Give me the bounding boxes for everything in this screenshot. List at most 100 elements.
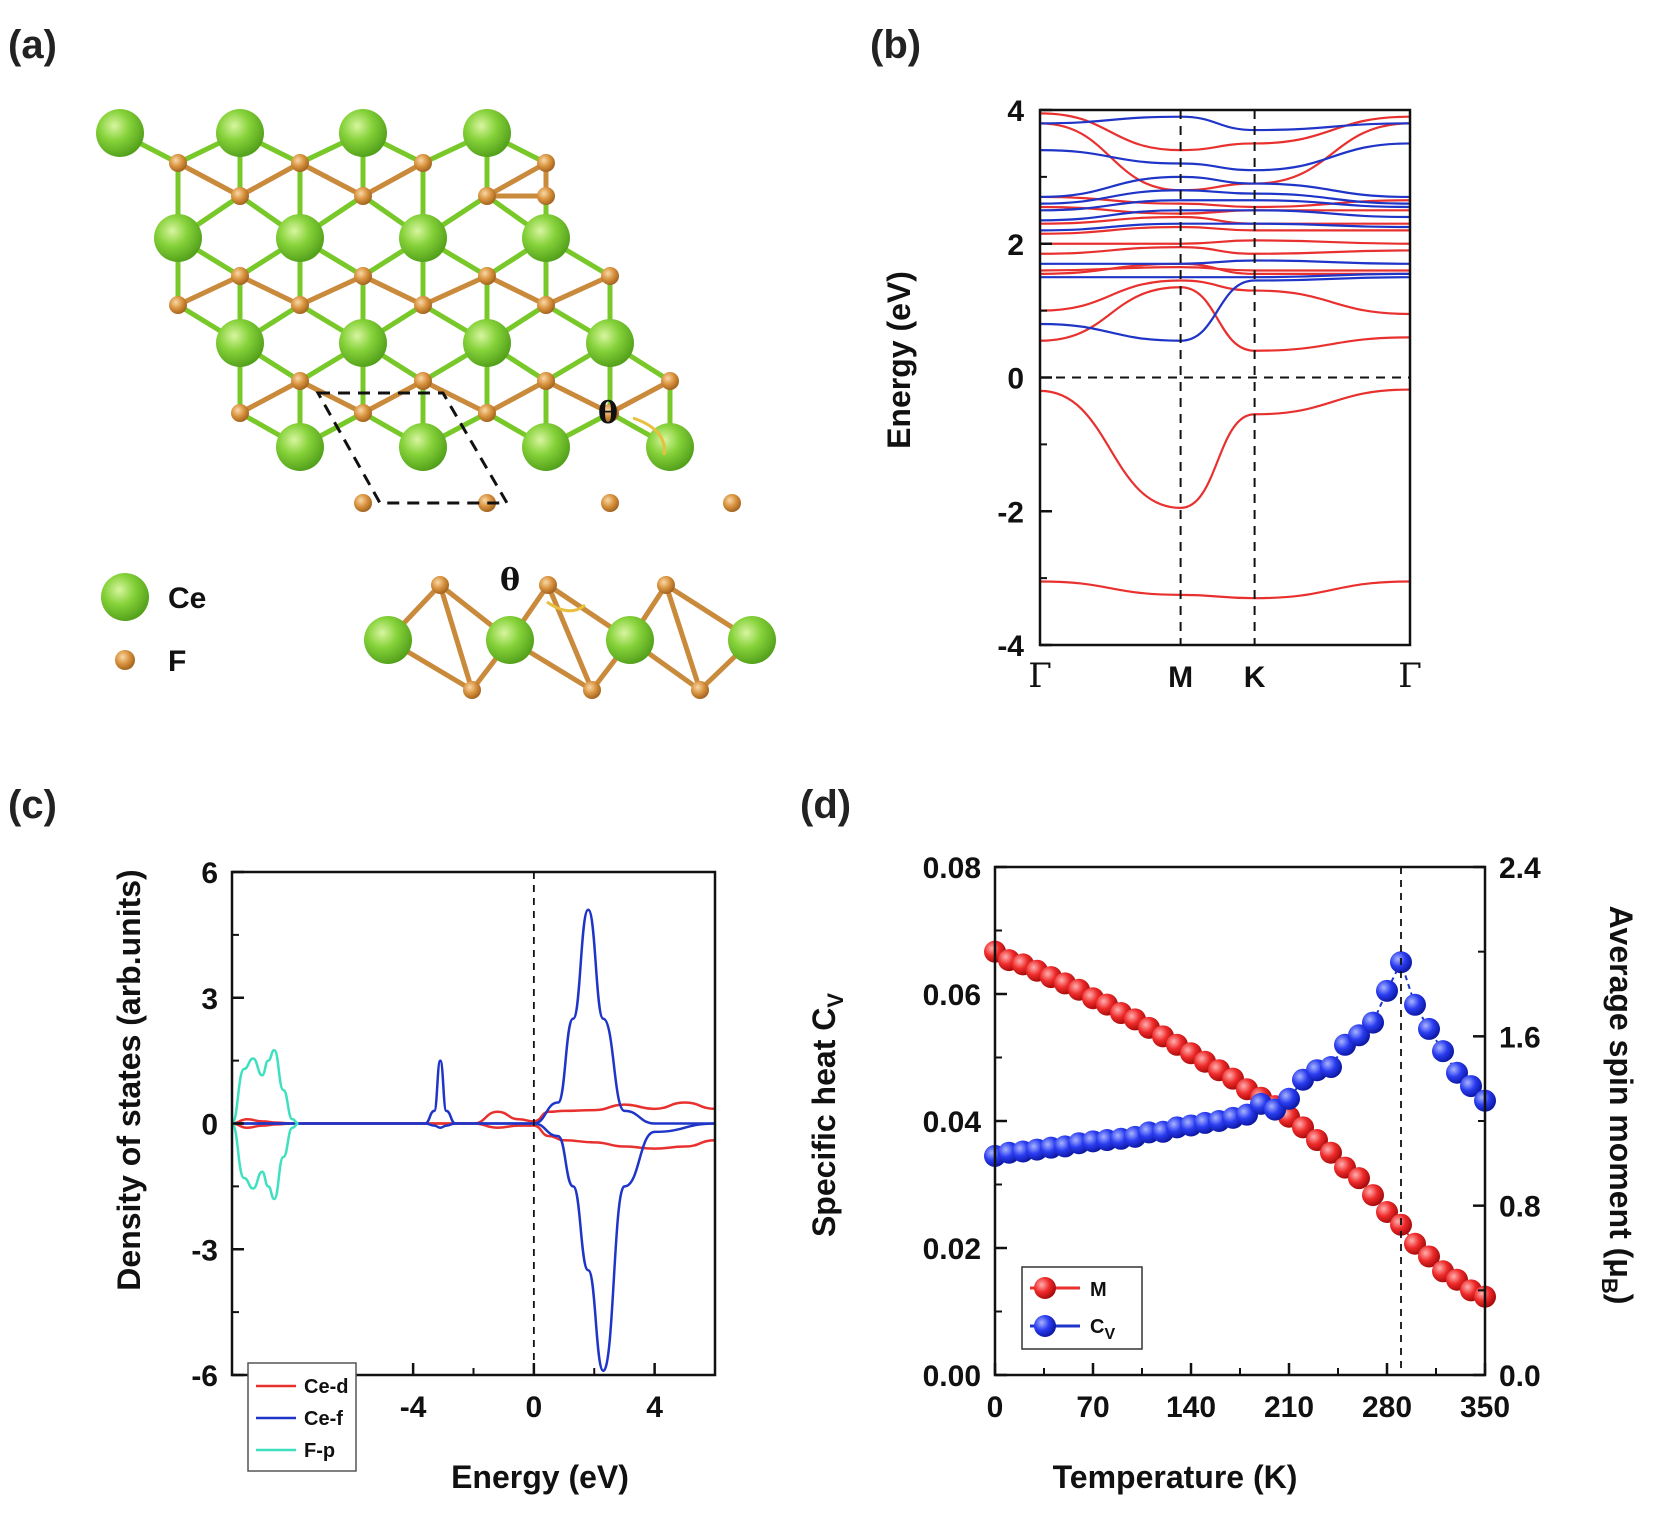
point-m	[1362, 1184, 1384, 1207]
side-f-atom	[691, 681, 709, 699]
band-line-19	[1040, 199, 1410, 212]
dos-axes: 630-3-6-8-404	[191, 857, 717, 1424]
dos-y-tick-label: 3	[201, 983, 218, 1016]
legend-swatch-cv	[1034, 1315, 1056, 1337]
f-atom	[231, 267, 249, 285]
side-bond	[663, 584, 703, 691]
f-atom-icon	[115, 650, 135, 670]
point-c	[1320, 1056, 1342, 1079]
lattice-drawing	[96, 109, 741, 512]
ce-atom	[586, 319, 634, 367]
f-atom	[291, 296, 309, 314]
point-c	[1446, 1061, 1468, 1084]
band-axes: 420-2-4Γ M K Γ	[997, 95, 1421, 696]
band-line-0	[1040, 388, 1410, 510]
f-f-bond	[238, 378, 302, 416]
dos-ce-d-down	[231, 1122, 716, 1150]
band-line-20	[1040, 189, 1410, 205]
dos-y-tick-label: -6	[191, 1360, 218, 1393]
thermo-x-axis-label: Temperature (K)	[1053, 1459, 1298, 1495]
thermo-axes: 0.080.060.040.020.002.41.60.80.00 70 140 21…	[923, 852, 1541, 1424]
band-y-tick-label: -4	[997, 630, 1024, 663]
legend-label-ce-d: Ce-d	[304, 1376, 348, 1398]
thermo-left-tick-label: 0.00	[923, 1360, 981, 1393]
f-atom	[478, 267, 496, 285]
f-atom	[537, 154, 555, 172]
crystal-structure-panel: θ θ Ce F	[96, 109, 776, 699]
f-atom	[354, 404, 372, 422]
point-c	[1460, 1075, 1482, 1098]
f-f-bond	[361, 273, 425, 308]
ce-atom	[339, 109, 387, 157]
legend-label-f-p: F-p	[304, 1440, 335, 1462]
point-c	[1432, 1040, 1454, 1063]
dos-legend: Ce-d Ce-f F-p	[247, 1362, 357, 1472]
f-atom	[661, 372, 679, 390]
band-line-22	[1040, 142, 1410, 172]
band-line-17	[1040, 222, 1410, 232]
f-f-bond	[298, 378, 365, 416]
side-f-atom	[463, 681, 481, 699]
thermo-left-axis-label: Specific heat CV	[806, 993, 848, 1237]
f-atom	[169, 296, 187, 314]
f-atom	[231, 187, 249, 205]
point-c	[1418, 1017, 1440, 1040]
panel-label-c: (c)	[8, 783, 57, 827]
dos-chart: 630-3-6-8-404 Energy (eV) Density of sta…	[111, 857, 717, 1495]
f-atom	[354, 494, 372, 512]
f-f-bond	[298, 160, 365, 199]
f-atom	[414, 296, 432, 314]
ce-atom	[399, 214, 447, 262]
thermo-x-tick-label: 140	[1166, 1391, 1216, 1424]
side-bond	[545, 584, 595, 691]
point-c	[1362, 1011, 1384, 1034]
side-bond	[437, 584, 475, 691]
band-line-8	[1040, 225, 1410, 235]
f-atom	[291, 154, 309, 172]
f-atom	[291, 372, 309, 390]
f-atom	[601, 267, 619, 285]
ce-atom	[463, 319, 511, 367]
dos-y-tick-label: 0	[201, 1109, 218, 1142]
panel-label-a: (a)	[8, 23, 57, 67]
side-ce-atom	[486, 616, 534, 664]
thermo-right-axis-label: Average spin moment (μB)	[1597, 906, 1639, 1305]
side-f-atom	[431, 576, 449, 594]
band-line-6	[1040, 245, 1410, 255]
band-line-3	[1040, 279, 1410, 316]
point-m	[1404, 1232, 1426, 1255]
f-atom	[354, 187, 372, 205]
side-ce-atom	[364, 616, 412, 664]
thermo-x-tick-label: 350	[1460, 1391, 1510, 1424]
thermo-chart: 0.080.060.040.020.002.41.60.80.00 70 140 21…	[806, 852, 1639, 1495]
f-f-bond	[176, 160, 242, 199]
f-atom	[723, 494, 741, 512]
f-atom	[601, 494, 619, 512]
f-f-bond	[485, 378, 548, 416]
panel-label-d: (d)	[800, 783, 851, 827]
f-f-bond	[421, 273, 489, 308]
side-f-atom	[657, 576, 675, 594]
f-atom	[169, 154, 187, 172]
f-atom	[537, 187, 555, 205]
dos-x-tick-label: 0	[526, 1391, 543, 1424]
ce-atom-icon	[101, 573, 149, 621]
legend-label-m: M	[1090, 1279, 1107, 1301]
band-line-16	[1040, 259, 1410, 265]
band-y-tick-label: 4	[1007, 95, 1024, 128]
f-f-bond	[485, 160, 548, 199]
thermo-x-tick-label: 0	[987, 1391, 1004, 1424]
thermo-right-tick-label: 0.8	[1499, 1191, 1541, 1224]
point-c	[1348, 1024, 1370, 1047]
band-line-23	[1040, 115, 1410, 132]
legend-swatch-m	[1034, 1277, 1056, 1299]
side-ce-atom	[728, 616, 776, 664]
legend-label-ce-f: Ce-f	[304, 1408, 343, 1430]
thermo-left-tick-label: 0.06	[923, 979, 981, 1012]
side-bond-angle-label: θ	[500, 563, 520, 598]
band-line-9	[1040, 215, 1410, 225]
ce-atom	[522, 423, 570, 471]
thermo-right-tick-label: 2.4	[1499, 852, 1541, 885]
dos-y-tick-label: 6	[201, 857, 218, 890]
thermo-left-tick-label: 0.04	[923, 1106, 982, 1139]
